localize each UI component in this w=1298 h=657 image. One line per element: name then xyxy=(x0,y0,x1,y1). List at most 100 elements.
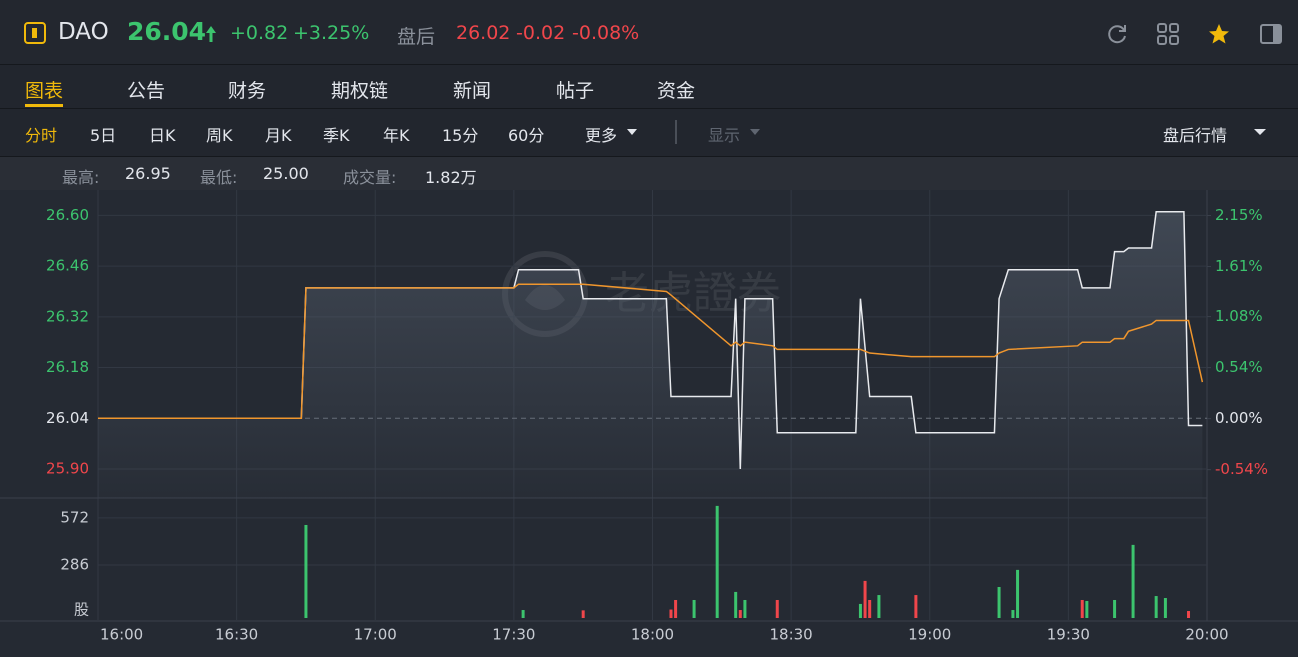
volume-tick-label: 572 xyxy=(60,508,89,526)
x-tick-label: 17:00 xyxy=(354,626,397,644)
volume-bar xyxy=(304,524,308,618)
panel-button[interactable] xyxy=(1259,22,1283,46)
period[interactable]: 日K xyxy=(149,126,176,145)
y2-tick-label: 2.15% xyxy=(1215,206,1263,224)
display-menu[interactable]: 显示 xyxy=(708,126,741,145)
divider xyxy=(675,120,677,144)
y-tick-label: 26.46 xyxy=(46,257,89,275)
period[interactable]: 5日 xyxy=(90,126,117,145)
stat-value: 1.82万 xyxy=(425,168,477,187)
y2-tick-label: 1.08% xyxy=(1215,307,1263,325)
period[interactable]: 年K xyxy=(383,126,410,145)
period[interactable]: 周K xyxy=(206,126,233,145)
stat-label: 最高: xyxy=(62,168,100,187)
layout-button[interactable] xyxy=(1156,22,1180,46)
period[interactable]: 15分 xyxy=(442,126,479,145)
y2-tick-label: -0.54% xyxy=(1215,460,1268,478)
x-tick-label: 16:00 xyxy=(100,626,143,644)
y2-tick-label: 0.54% xyxy=(1215,358,1263,376)
stat-label: 最低: xyxy=(200,168,238,187)
tab[interactable]: 帖子 xyxy=(556,80,595,102)
volume-bar xyxy=(997,586,1001,618)
period[interactable]: 分时 xyxy=(25,126,58,145)
volume-bar xyxy=(1016,569,1020,618)
tab[interactable]: 公告 xyxy=(127,80,166,102)
volume-bar xyxy=(858,603,862,618)
tab[interactable]: 期权链 xyxy=(331,80,389,102)
volume-bar xyxy=(1131,544,1135,618)
volume-bar xyxy=(734,591,738,618)
volume-bar xyxy=(1113,599,1117,618)
tab[interactable]: 资金 xyxy=(657,80,696,102)
dropdown-caret xyxy=(1254,129,1266,135)
volume-bar xyxy=(674,599,678,618)
x-tick-label: 16:30 xyxy=(215,626,258,644)
header-bar xyxy=(0,0,1298,65)
y2-tick-label: 1.61% xyxy=(1215,257,1263,275)
y-tick-label: 26.18 xyxy=(46,358,89,376)
volume-bar xyxy=(1163,598,1167,618)
stat-label: 成交量: xyxy=(343,168,397,187)
separator xyxy=(0,108,1298,109)
stat-value: 26.95 xyxy=(125,164,171,183)
volume-bar xyxy=(581,610,585,618)
volume-bar xyxy=(914,595,918,618)
price: 26.04 xyxy=(127,17,207,46)
after-price: 26.02 xyxy=(456,22,511,44)
volume-bar xyxy=(669,609,673,618)
tab-underline xyxy=(25,104,63,107)
favorite-button[interactable] xyxy=(1207,22,1231,46)
after-change-pct: -0.08% xyxy=(572,22,640,44)
volume-bar xyxy=(1011,610,1015,618)
after-hours-menu[interactable]: 盘后行情 xyxy=(1163,126,1228,145)
volume-bar xyxy=(1080,599,1084,618)
dropdown-caret xyxy=(750,129,760,135)
volume-bar xyxy=(1187,611,1191,618)
volume-bar xyxy=(738,610,742,618)
y2-tick-label: 0.00% xyxy=(1215,409,1263,427)
volume-tick-label: 286 xyxy=(60,555,89,573)
after-hours-label: 盘后 xyxy=(397,26,436,48)
tab[interactable]: 财务 xyxy=(228,80,267,102)
volume-bar xyxy=(1085,600,1089,618)
stat-value: 25.00 xyxy=(263,164,309,183)
volume-bar xyxy=(863,580,867,618)
period[interactable]: 季K xyxy=(323,126,350,145)
stats-bar xyxy=(0,156,1298,191)
x-tick-label: 18:00 xyxy=(631,626,674,644)
more-menu[interactable]: 更多 xyxy=(585,126,618,145)
volume-bar xyxy=(877,595,881,618)
volume-bar xyxy=(692,599,696,618)
volume-bar xyxy=(521,610,525,618)
x-tick-label: 19:30 xyxy=(1047,626,1090,644)
tab[interactable]: 图表 xyxy=(25,80,64,102)
dropdown-caret xyxy=(627,129,637,135)
volume-bar xyxy=(715,505,719,618)
change-pct: +3.25% xyxy=(293,22,370,44)
x-tick-label: 17:30 xyxy=(492,626,535,644)
volume-bar xyxy=(1154,596,1158,618)
price-area xyxy=(98,211,1203,498)
x-tick-label: 18:30 xyxy=(770,626,813,644)
period[interactable]: 60分 xyxy=(508,126,545,145)
symbol: DAO xyxy=(58,19,109,45)
tab[interactable]: 新闻 xyxy=(453,80,492,102)
refresh-button[interactable] xyxy=(1105,22,1129,46)
volume-bar xyxy=(743,599,747,618)
y-tick-label: 25.90 xyxy=(46,460,89,478)
change: +0.82 xyxy=(230,22,289,44)
volume-unit: 股 xyxy=(74,601,89,619)
market-icon xyxy=(24,22,46,44)
period[interactable]: 月K xyxy=(265,126,292,145)
x-tick-label: 19:00 xyxy=(908,626,951,644)
volume-bar xyxy=(868,599,872,618)
price-line xyxy=(98,283,1204,420)
x-tick-label: 20:00 xyxy=(1185,626,1228,644)
y-tick-label: 26.32 xyxy=(46,307,89,325)
y-tick-label: 26.04 xyxy=(46,409,89,427)
up-arrow xyxy=(206,26,216,42)
y-tick-label: 26.60 xyxy=(46,206,89,224)
volume-bar xyxy=(775,599,779,618)
